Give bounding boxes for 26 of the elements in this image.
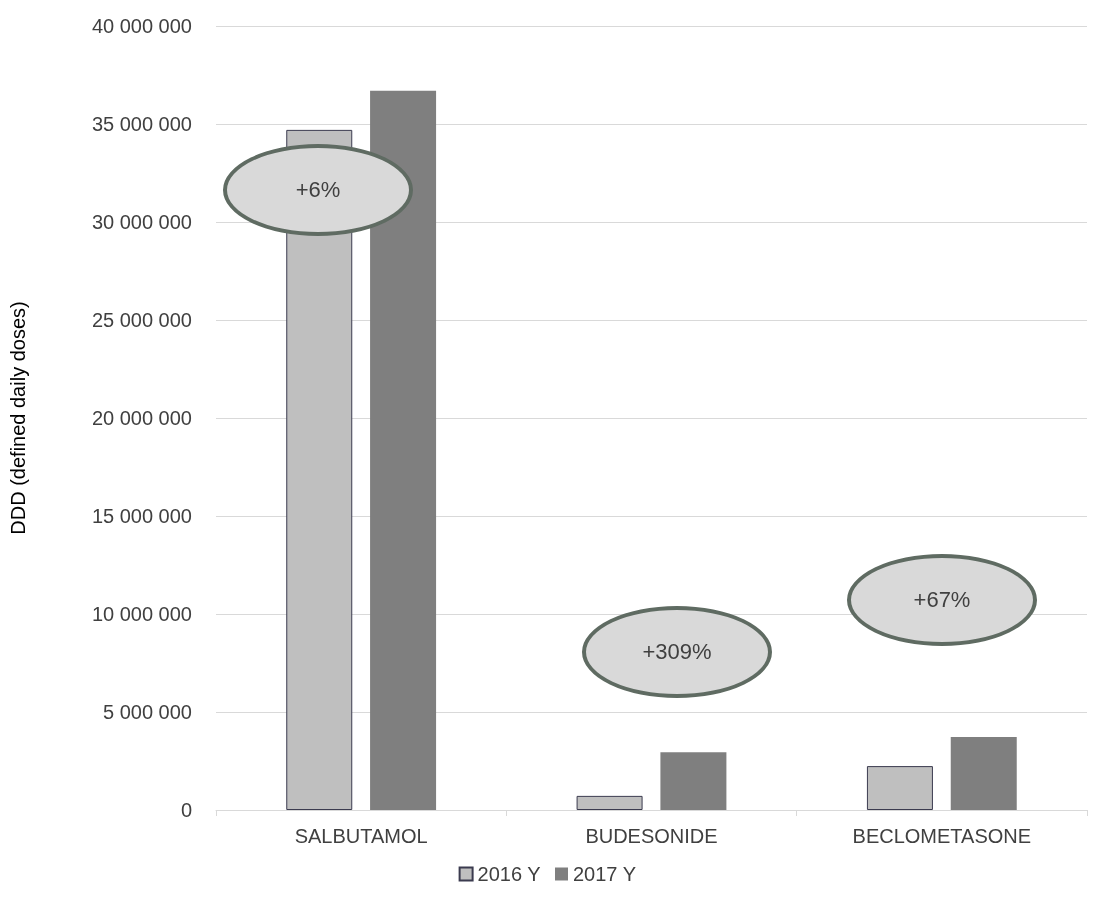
y-tick-label: 20 000 000	[91, 407, 192, 429]
annotation: +6%	[295, 177, 341, 203]
x-tick-label: BUDESONIDE	[585, 825, 718, 847]
ellipse-badge: +67%	[847, 554, 1037, 646]
bar	[950, 737, 1017, 810]
bar	[576, 795, 643, 810]
bar	[660, 752, 727, 810]
annotation: +67%	[913, 587, 971, 613]
y-tick-label: 25 000 000	[91, 309, 192, 331]
y-tick-label: 35 000 000	[91, 113, 192, 135]
y-tick-label: 5 000 000	[103, 701, 192, 723]
x-tick-label: SALBUTAMOL	[294, 825, 428, 847]
y-tick-label: 0	[180, 799, 192, 821]
ellipse-badge: +6%	[223, 144, 413, 236]
y-tick-label: 15 000 000	[91, 505, 192, 527]
bar	[370, 90, 437, 810]
x-tick-label: BECLOMETASONE	[852, 825, 1032, 847]
y-tick-label: 10 000 000	[91, 603, 192, 625]
y-tick-label: 30 000 000	[91, 211, 192, 233]
legend-label: 2017 Y	[573, 863, 637, 885]
y-tick-label: 40 000 000	[91, 15, 192, 37]
bar	[866, 766, 933, 810]
y-axis-title: DDD (defined daily doses)	[7, 301, 29, 535]
ellipse-badge: +309%	[582, 606, 772, 698]
legend-label: 2016 Y	[477, 863, 541, 885]
annotation: +309%	[642, 639, 712, 665]
